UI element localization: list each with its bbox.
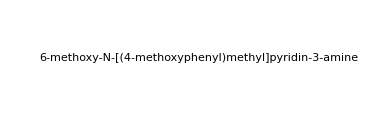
Text: 6-methoxy-N-[(4-methoxyphenyl)methyl]pyridin-3-amine: 6-methoxy-N-[(4-methoxyphenyl)methyl]pyr… [39,53,358,62]
